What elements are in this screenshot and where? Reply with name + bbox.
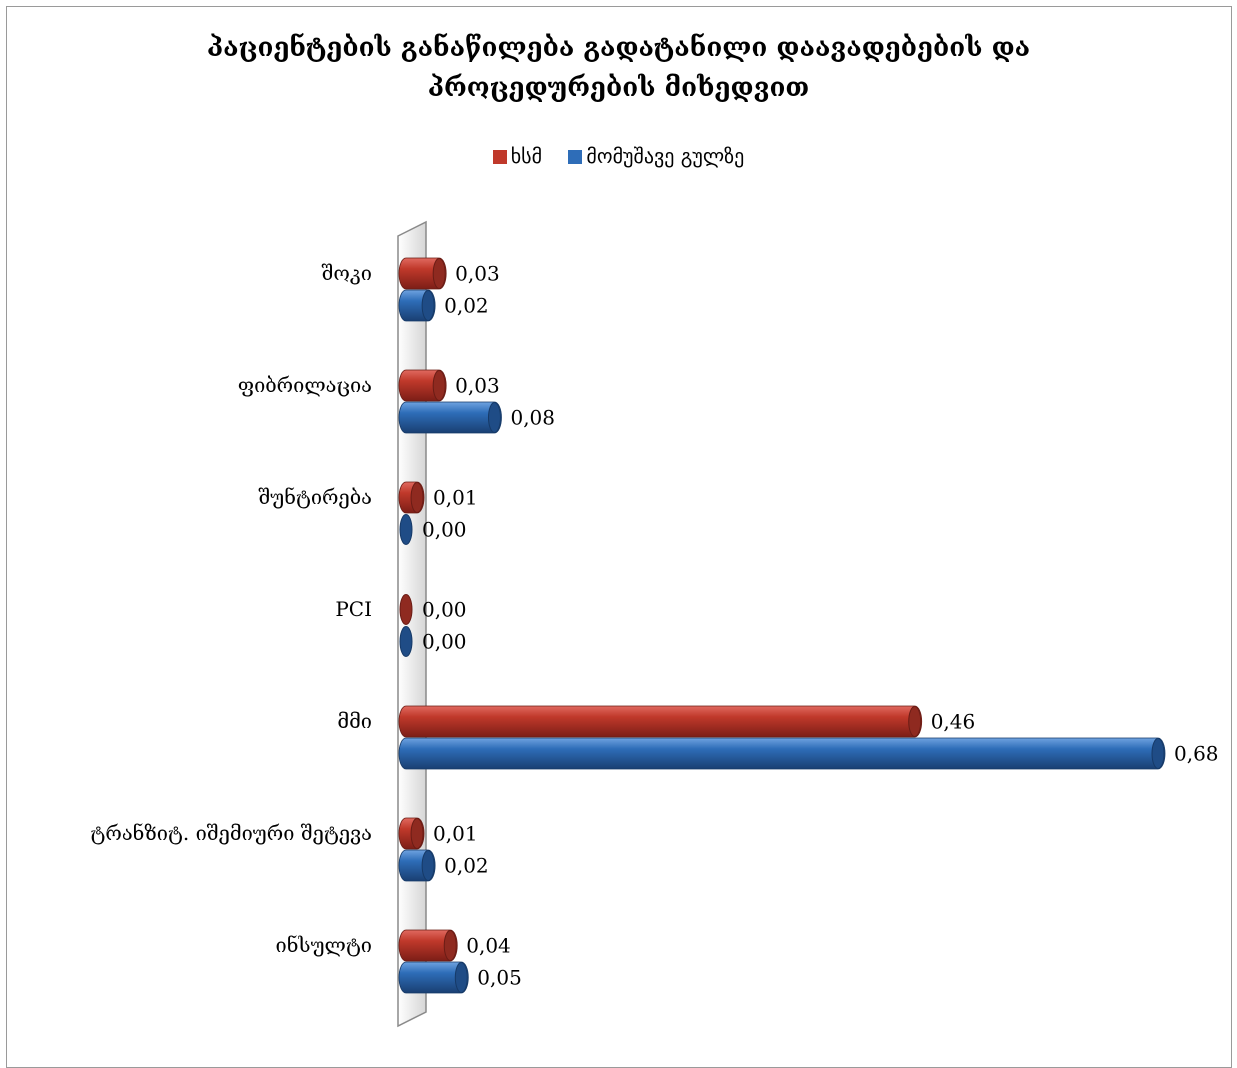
- bar-series-2: [398, 289, 436, 322]
- chart-title: პაციენტების განაწილება გადატანილი დაავად…: [0, 28, 1237, 108]
- legend-swatch-series-1: [492, 149, 507, 164]
- data-label: 0,00: [422, 630, 467, 654]
- legend-label-series-2: მომუშავე გულზე: [586, 143, 745, 168]
- bar-series-1: [398, 481, 425, 514]
- category-label: შოკი: [322, 261, 373, 285]
- bar-series-1: [398, 257, 447, 290]
- data-label: 0,46: [931, 710, 976, 734]
- bar-series-1: [398, 817, 425, 850]
- data-label: 0,00: [422, 598, 467, 622]
- legend-swatch-series-2: [568, 149, 583, 164]
- bar-series-2: [399, 514, 413, 545]
- chart-title-line-1: პაციენტების განაწილება გადატანილი დაავად…: [206, 33, 1031, 63]
- category-label: ტრანზიტ. იშემიური შეტევა: [90, 821, 372, 845]
- chart-frame: [6, 6, 1232, 1068]
- data-label: 0,08: [510, 406, 555, 430]
- data-label: 0,01: [433, 822, 478, 846]
- legend-label-series-1: ხსმ: [510, 143, 543, 168]
- data-label: 0,04: [466, 934, 511, 958]
- legend-item-series-2: მომუშავე გულზე: [568, 144, 744, 168]
- bar-series-1: [398, 705, 923, 738]
- bar-series-1: [399, 594, 413, 625]
- data-label: 0,03: [455, 374, 500, 398]
- data-label: 0,00: [422, 518, 467, 542]
- bar-series-2: [398, 961, 469, 994]
- data-label: 0,02: [444, 854, 489, 878]
- bar-series-1: [398, 369, 447, 402]
- bar-series-2: [398, 849, 436, 882]
- data-label: 0,03: [455, 262, 500, 286]
- legend-item-series-1: ხსმ: [492, 143, 543, 168]
- data-label: 0,02: [444, 294, 489, 318]
- category-label: შუნტირება: [258, 485, 372, 509]
- data-label: 0,01: [433, 486, 478, 510]
- bar-series-2: [399, 626, 413, 657]
- axis-wall: [397, 220, 427, 1028]
- data-label: 0,05: [477, 966, 522, 990]
- category-label: ფიბრილაცია: [238, 373, 372, 397]
- data-label: 0,68: [1174, 742, 1219, 766]
- bar-series-2: [398, 737, 1166, 770]
- category-label: PCI: [335, 597, 372, 621]
- bar-series-2: [398, 401, 502, 434]
- category-label: ინსულტი: [276, 933, 372, 957]
- chart-title-line-2: პროცედურების მიხედვით: [427, 73, 810, 103]
- bar-series-1: [398, 929, 458, 962]
- chart-legend: ხსმ მომუშავე გულზე: [0, 142, 1237, 168]
- category-label: მმი: [337, 709, 372, 733]
